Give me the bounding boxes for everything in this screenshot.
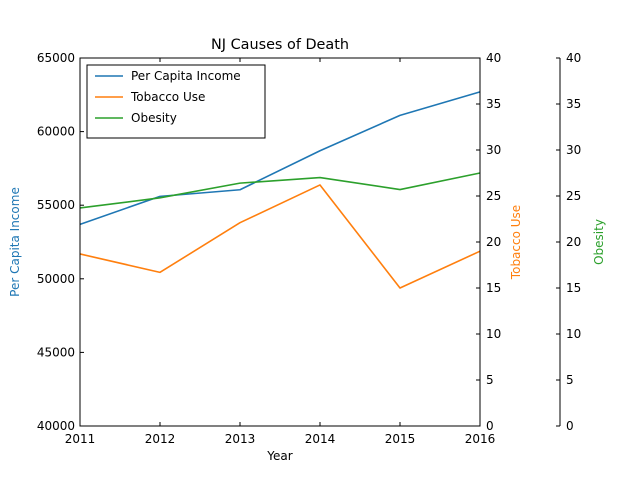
obesity-tick-label: 25 <box>566 189 581 203</box>
obesity-tick-label: 30 <box>566 143 581 157</box>
tobacco-use-tick-label: 20 <box>486 235 501 249</box>
legend-label: Obesity <box>131 111 177 125</box>
tobacco-use-tick-label: 5 <box>486 373 494 387</box>
obesity-tick-label: 35 <box>566 97 581 111</box>
y-tick-label: 55000 <box>37 198 75 212</box>
obesity-tick-label: 10 <box>566 327 581 341</box>
x-tick-label: 2014 <box>305 432 336 446</box>
legend-box <box>86 64 266 139</box>
per-capita-income-axis-title: Per Capita Income <box>8 187 22 297</box>
tobacco-use-axis-title: Tobacco Use <box>509 205 523 280</box>
series-per-capita-income-line <box>79 91 481 226</box>
tobacco-use-tick-label: 25 <box>486 189 501 203</box>
tobacco-use-tick-label: 30 <box>486 143 501 157</box>
series-obesity-line <box>79 172 481 209</box>
x-axis-title: Year <box>266 449 292 463</box>
obesity-tick-label: 15 <box>566 281 581 295</box>
axes-layer: 2011 2012 2013 2014 2015 20164000045000500005… <box>8 51 606 446</box>
y-tick-label: 50000 <box>37 272 75 286</box>
x-tick-label: 2011 <box>65 432 96 446</box>
tobacco-use-tick-label: 40 <box>486 51 501 65</box>
legend: Per Capita Income Tobacco Use Obesity <box>86 64 266 139</box>
x-tick-label: 2012 <box>145 432 176 446</box>
obesity-tick-label: 40 <box>566 51 581 65</box>
tobacco-use-tick-label: 10 <box>486 327 501 341</box>
tobacco-use-tick-label: 15 <box>486 281 501 295</box>
x-tick-label: 2013 <box>225 432 256 446</box>
series-tobacco-use-line <box>79 184 481 289</box>
x-tick-label: 2016 <box>465 432 496 446</box>
y-tick-label: 40000 <box>37 419 75 433</box>
chart-title: NJ Causes of Death <box>211 37 349 53</box>
series-layer <box>79 91 481 289</box>
obesity-axis-title: Obesity <box>592 219 606 265</box>
y-tick-label: 60000 <box>37 125 75 139</box>
legend-label: Per Capita Income <box>131 69 241 83</box>
y-tick-label: 45000 <box>37 345 75 359</box>
y-tick-label: 65000 <box>37 51 75 65</box>
x-tick-label: 2015 <box>385 432 416 446</box>
obesity-tick-label: 0 <box>566 419 574 433</box>
obesity-tick-label: 5 <box>566 373 574 387</box>
tobacco-use-tick-label: 0 <box>486 419 494 433</box>
legend-label: Tobacco Use <box>130 90 205 104</box>
obesity-tick-label: 20 <box>566 235 581 249</box>
tobacco-use-tick-label: 35 <box>486 97 501 111</box>
plot-frame <box>79 57 481 427</box>
